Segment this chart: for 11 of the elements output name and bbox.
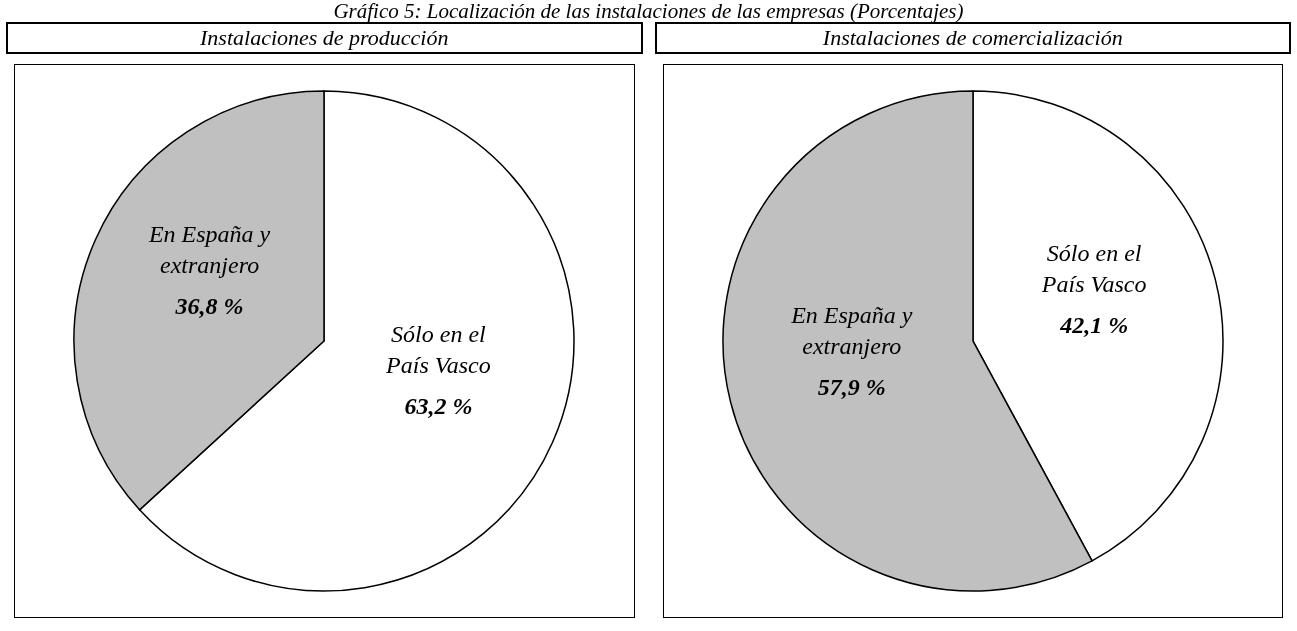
slice-label: En España y extranjero bbox=[789, 301, 913, 359]
slice-label: Sólo en el País Vasco bbox=[385, 321, 491, 379]
text: Gráfico 5: Localización de las instalaciones de las empresas (Porcentajes) bbox=[332, 0, 965, 23]
slice-label: En España y extranjero bbox=[148, 220, 271, 278]
data-label: 36,8 % bbox=[174, 292, 244, 319]
data-label: 42,1 % bbox=[1058, 312, 1128, 339]
chart-title: Instalaciones de producción bbox=[6, 22, 643, 54]
data-label: 63,2 % bbox=[404, 393, 473, 420]
slice-label: Sólo en el País Vasco bbox=[1040, 240, 1147, 298]
chart-title: Instalaciones de comercialización bbox=[654, 22, 1291, 54]
data-label: 57,9 % bbox=[817, 373, 886, 400]
